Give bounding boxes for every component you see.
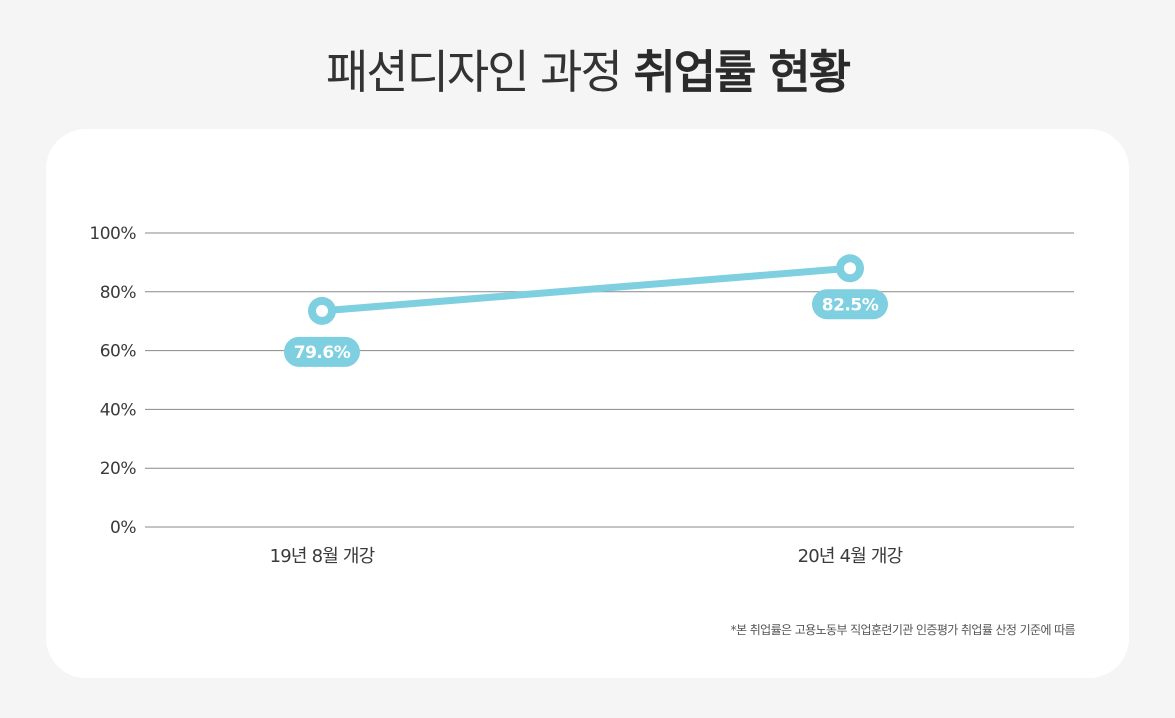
data-label: 82.5% [822,295,879,315]
page-title-bold: 취업률 현황 [633,45,851,99]
x-category-label: 19년 8월 개강 [270,546,375,567]
y-tick-label: 80% [100,283,137,303]
data-label: 79.6% [294,343,351,363]
data-label-pill [284,336,360,367]
series-line-path [318,264,854,315]
page-title-normal: 패션디자인 과정 [325,45,623,99]
y-tick-label: 40% [100,400,137,420]
x-category-label: 20년 4월 개강 [798,546,903,567]
y-tick-label: 0% [110,518,136,538]
series-line: 79.6% 82.5% [284,254,888,367]
data-label-pill [812,289,888,320]
data-point-center [316,304,328,317]
y-tick-label: 20% [100,459,137,479]
chart-card [46,129,1129,678]
data-point-center [844,262,856,275]
y-tick-label: 100% [89,224,136,244]
x-axis-categories: 19년 8월 개강 20년 4월 개강 [270,546,904,567]
grid-lines [145,232,1074,528]
footnote: *본 취업률은 고용노동부 직업훈련기관 인증평가 취업률 산정 기준에 따름 [730,623,1076,637]
y-tick-label: 60% [100,342,137,362]
page-title: 패션디자인 과정 취업률 현황 [0,36,1175,102]
y-axis-ticks: 0% 20% 40% 60% 80% 100% [89,224,136,538]
